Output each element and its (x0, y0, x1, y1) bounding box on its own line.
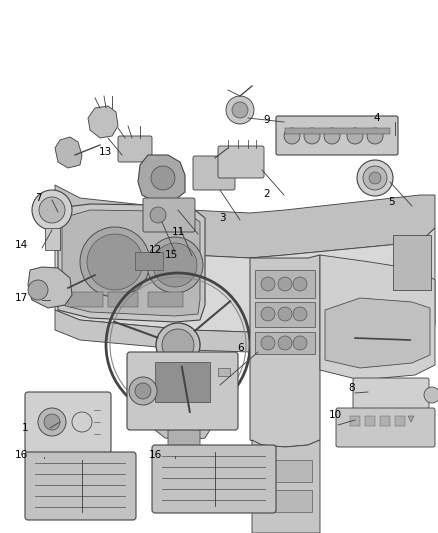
Text: 6: 6 (237, 343, 244, 353)
Circle shape (261, 336, 275, 350)
Text: 4: 4 (373, 113, 380, 123)
FancyBboxPatch shape (276, 116, 398, 155)
FancyBboxPatch shape (127, 352, 238, 430)
FancyBboxPatch shape (25, 452, 136, 520)
Polygon shape (58, 204, 205, 322)
Polygon shape (320, 255, 435, 380)
Bar (395, 416, 405, 426)
Circle shape (293, 277, 307, 291)
Text: 12: 12 (149, 245, 162, 255)
Text: 8: 8 (348, 383, 355, 393)
FancyBboxPatch shape (193, 156, 235, 190)
Circle shape (153, 243, 197, 287)
Circle shape (261, 307, 275, 321)
Circle shape (278, 336, 292, 350)
Text: 11: 11 (172, 227, 185, 237)
Circle shape (347, 128, 363, 144)
Circle shape (324, 128, 340, 144)
Text: 13: 13 (99, 147, 112, 157)
Circle shape (135, 383, 151, 399)
Text: 5: 5 (389, 197, 395, 207)
Bar (45, 228, 60, 250)
Circle shape (363, 166, 387, 190)
Circle shape (293, 307, 307, 321)
Circle shape (28, 280, 48, 300)
Polygon shape (168, 428, 200, 475)
Bar (135, 252, 163, 270)
FancyBboxPatch shape (218, 146, 264, 178)
Text: 1: 1 (21, 423, 28, 433)
Bar (393, 235, 431, 290)
Circle shape (261, 277, 275, 291)
Text: 16: 16 (15, 450, 28, 460)
Polygon shape (325, 298, 430, 368)
Circle shape (357, 160, 393, 196)
Bar (260, 460, 312, 482)
Polygon shape (55, 220, 435, 332)
Bar (365, 416, 375, 426)
Circle shape (293, 336, 307, 350)
Circle shape (369, 172, 381, 184)
Bar (380, 416, 390, 426)
Circle shape (156, 323, 200, 367)
FancyBboxPatch shape (353, 378, 429, 410)
Bar (155, 362, 210, 402)
Circle shape (367, 128, 383, 144)
Text: 7: 7 (35, 193, 42, 203)
Bar (255, 302, 315, 327)
Circle shape (44, 414, 60, 430)
Polygon shape (138, 155, 185, 202)
Bar (260, 490, 312, 512)
Circle shape (232, 102, 248, 118)
Bar (255, 332, 315, 354)
Circle shape (129, 377, 157, 405)
Polygon shape (155, 408, 210, 440)
Bar (350, 416, 360, 426)
Bar (68, 292, 103, 307)
Bar (218, 368, 230, 376)
Circle shape (39, 197, 65, 223)
FancyBboxPatch shape (118, 136, 152, 162)
Polygon shape (252, 440, 320, 533)
Circle shape (226, 96, 254, 124)
Text: 2: 2 (263, 189, 270, 199)
Circle shape (284, 128, 300, 144)
Bar (285, 128, 390, 134)
Polygon shape (28, 267, 72, 308)
Circle shape (150, 207, 166, 223)
Polygon shape (55, 305, 435, 352)
Polygon shape (55, 137, 82, 168)
Circle shape (147, 237, 203, 293)
Circle shape (80, 227, 150, 297)
Bar (255, 270, 315, 298)
Circle shape (87, 234, 143, 290)
Polygon shape (408, 416, 414, 422)
Circle shape (151, 166, 175, 190)
Polygon shape (62, 210, 200, 316)
Text: 9: 9 (263, 115, 270, 125)
Polygon shape (55, 185, 435, 258)
Text: 17: 17 (15, 293, 28, 303)
Circle shape (38, 408, 66, 436)
Circle shape (278, 307, 292, 321)
Bar (148, 292, 183, 307)
FancyBboxPatch shape (336, 408, 435, 447)
Text: 16: 16 (149, 450, 162, 460)
FancyBboxPatch shape (143, 198, 195, 232)
Polygon shape (88, 106, 118, 138)
Circle shape (304, 128, 320, 144)
Text: 15: 15 (165, 250, 178, 260)
Circle shape (162, 329, 194, 361)
Circle shape (278, 277, 292, 291)
FancyBboxPatch shape (25, 392, 111, 453)
Text: 10: 10 (329, 410, 342, 420)
Circle shape (424, 387, 438, 403)
Polygon shape (250, 255, 320, 447)
FancyBboxPatch shape (152, 445, 276, 513)
Bar (108, 292, 138, 307)
Circle shape (32, 190, 72, 230)
Text: 14: 14 (15, 240, 28, 250)
Text: 3: 3 (219, 213, 226, 223)
